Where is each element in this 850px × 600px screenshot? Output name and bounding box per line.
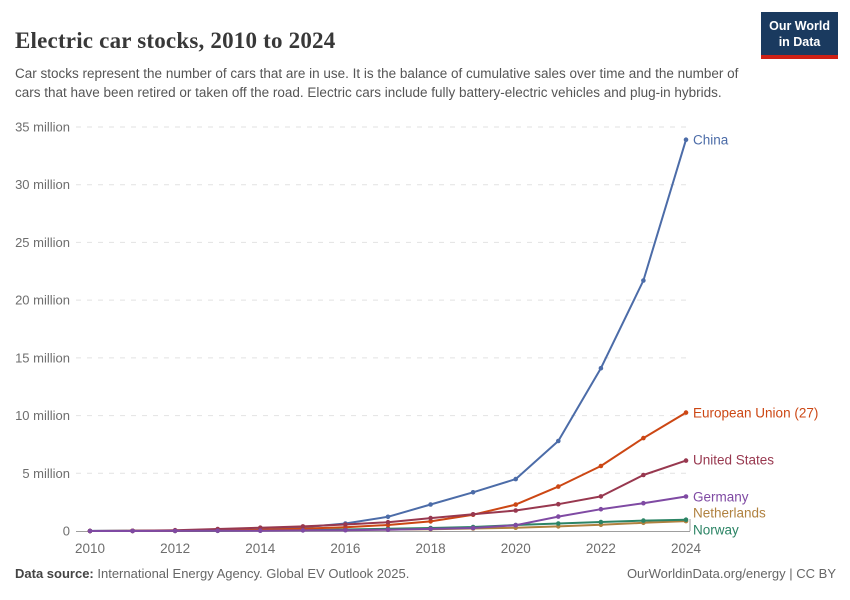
series-label-european-union-27[interactable]: European Union (27) <box>693 406 818 421</box>
y-axis-tick-label: 30 million <box>15 177 70 192</box>
data-point-marker-united-states[interactable] <box>641 472 646 478</box>
chart-title: Electric car stocks, 2010 to 2024 <box>15 28 336 54</box>
data-point-marker-china[interactable] <box>683 137 689 142</box>
data-point-marker-germany[interactable] <box>258 528 263 533</box>
data-point-marker-germany[interactable] <box>641 500 646 506</box>
data-point-marker-european-union-27[interactable] <box>683 410 689 415</box>
data-point-marker-china[interactable] <box>513 476 518 482</box>
data-point-marker-united-states[interactable] <box>428 515 433 521</box>
x-axis-tick-label: 2012 <box>160 541 190 556</box>
x-axis-tick-label: 2014 <box>245 541 276 556</box>
x-axis-tick-label: 2010 <box>75 541 105 556</box>
series-label-norway[interactable]: Norway <box>693 523 739 538</box>
data-point-marker-germany[interactable] <box>598 506 604 512</box>
data-source-text: International Energy Agency. Global EV O… <box>93 566 410 581</box>
data-point-marker-china[interactable] <box>641 278 646 283</box>
data-point-marker-european-union-27[interactable] <box>641 435 646 441</box>
data-source-label: Data source: <box>15 566 94 581</box>
data-point-marker-european-union-27[interactable] <box>598 463 604 469</box>
data-point-marker-united-states[interactable] <box>598 494 604 499</box>
y-axis-tick-label: 10 million <box>15 408 70 423</box>
data-point-marker-norway[interactable] <box>556 521 561 526</box>
data-point-marker-germany[interactable] <box>683 494 689 499</box>
data-point-marker-norway[interactable] <box>683 517 689 522</box>
data-source-note: Data source: International Energy Agency… <box>15 566 409 581</box>
series-label-united-states[interactable]: United States <box>693 453 774 468</box>
series-line-european-union-27[interactable] <box>89 411 687 532</box>
data-point-marker-european-union-27[interactable] <box>513 502 518 507</box>
data-point-marker-china[interactable] <box>556 438 561 444</box>
data-point-marker-china[interactable] <box>598 365 604 371</box>
y-axis-tick-label: 35 million <box>15 120 70 135</box>
license-note[interactable]: OurWorldinData.org/energy | CC BY <box>626 566 836 581</box>
data-point-marker-germany[interactable] <box>130 528 135 534</box>
series-label-germany[interactable]: Germany <box>693 490 749 505</box>
y-axis-tick-label: 0 <box>63 524 70 539</box>
data-point-marker-norway[interactable] <box>598 519 604 525</box>
owid-logo-line1: Our World <box>769 19 830 33</box>
data-point-marker-united-states[interactable] <box>343 522 348 527</box>
data-point-marker-united-states[interactable] <box>556 501 561 507</box>
x-axis-tick-label: 2022 <box>586 541 616 556</box>
y-axis-tick-label: 15 million <box>15 350 70 365</box>
data-point-marker-united-states[interactable] <box>513 508 518 513</box>
data-point-marker-united-states[interactable] <box>470 512 476 517</box>
data-point-marker-germany[interactable] <box>87 528 93 534</box>
data-point-marker-united-states[interactable] <box>683 458 689 463</box>
data-point-marker-european-union-27[interactable] <box>428 519 433 524</box>
data-point-marker-germany[interactable] <box>300 528 306 533</box>
data-point-marker-germany[interactable] <box>556 514 561 519</box>
owid-logo[interactable]: Our World in Data <box>761 12 838 59</box>
x-axis-tick-label: 2018 <box>416 541 446 556</box>
chart-area: 0 5 million 10 million 15 million 20 million… <box>0 112 850 572</box>
data-point-marker-china[interactable] <box>428 502 433 507</box>
series-label-china[interactable]: China <box>693 133 729 148</box>
y-axis-tick-label: 20 million <box>15 293 70 308</box>
data-point-marker-germany[interactable] <box>428 526 433 532</box>
data-point-marker-united-states[interactable] <box>385 519 391 525</box>
chart-subtitle: Car stocks represent the number of cars … <box>15 65 739 100</box>
owid-logo-line2: in Data <box>778 35 821 49</box>
series-line-china[interactable] <box>89 138 687 532</box>
data-point-marker-germany[interactable] <box>172 528 178 534</box>
y-axis-tick-label: 25 million <box>15 235 70 250</box>
data-point-marker-germany[interactable] <box>215 528 220 534</box>
series-label-netherlands[interactable]: Netherlands <box>693 506 766 521</box>
chart-svg: 0 5 million 10 million 15 million 20 million… <box>15 120 818 557</box>
data-point-marker-united-states[interactable] <box>300 524 306 529</box>
data-point-marker-european-union-27[interactable] <box>556 484 561 489</box>
data-point-marker-germany[interactable] <box>513 522 518 528</box>
data-point-marker-germany[interactable] <box>470 525 476 531</box>
data-point-marker-norway[interactable] <box>641 518 646 523</box>
y-axis-tick-label: 5 million <box>22 466 70 481</box>
x-axis-tick-label: 2020 <box>501 541 531 556</box>
x-axis-tick-label: 2024 <box>671 541 702 556</box>
data-point-marker-china[interactable] <box>470 490 476 495</box>
data-point-marker-germany[interactable] <box>343 527 348 533</box>
data-point-marker-china[interactable] <box>385 514 391 520</box>
data-point-marker-germany[interactable] <box>385 527 391 532</box>
x-axis-tick-label: 2016 <box>330 541 360 556</box>
